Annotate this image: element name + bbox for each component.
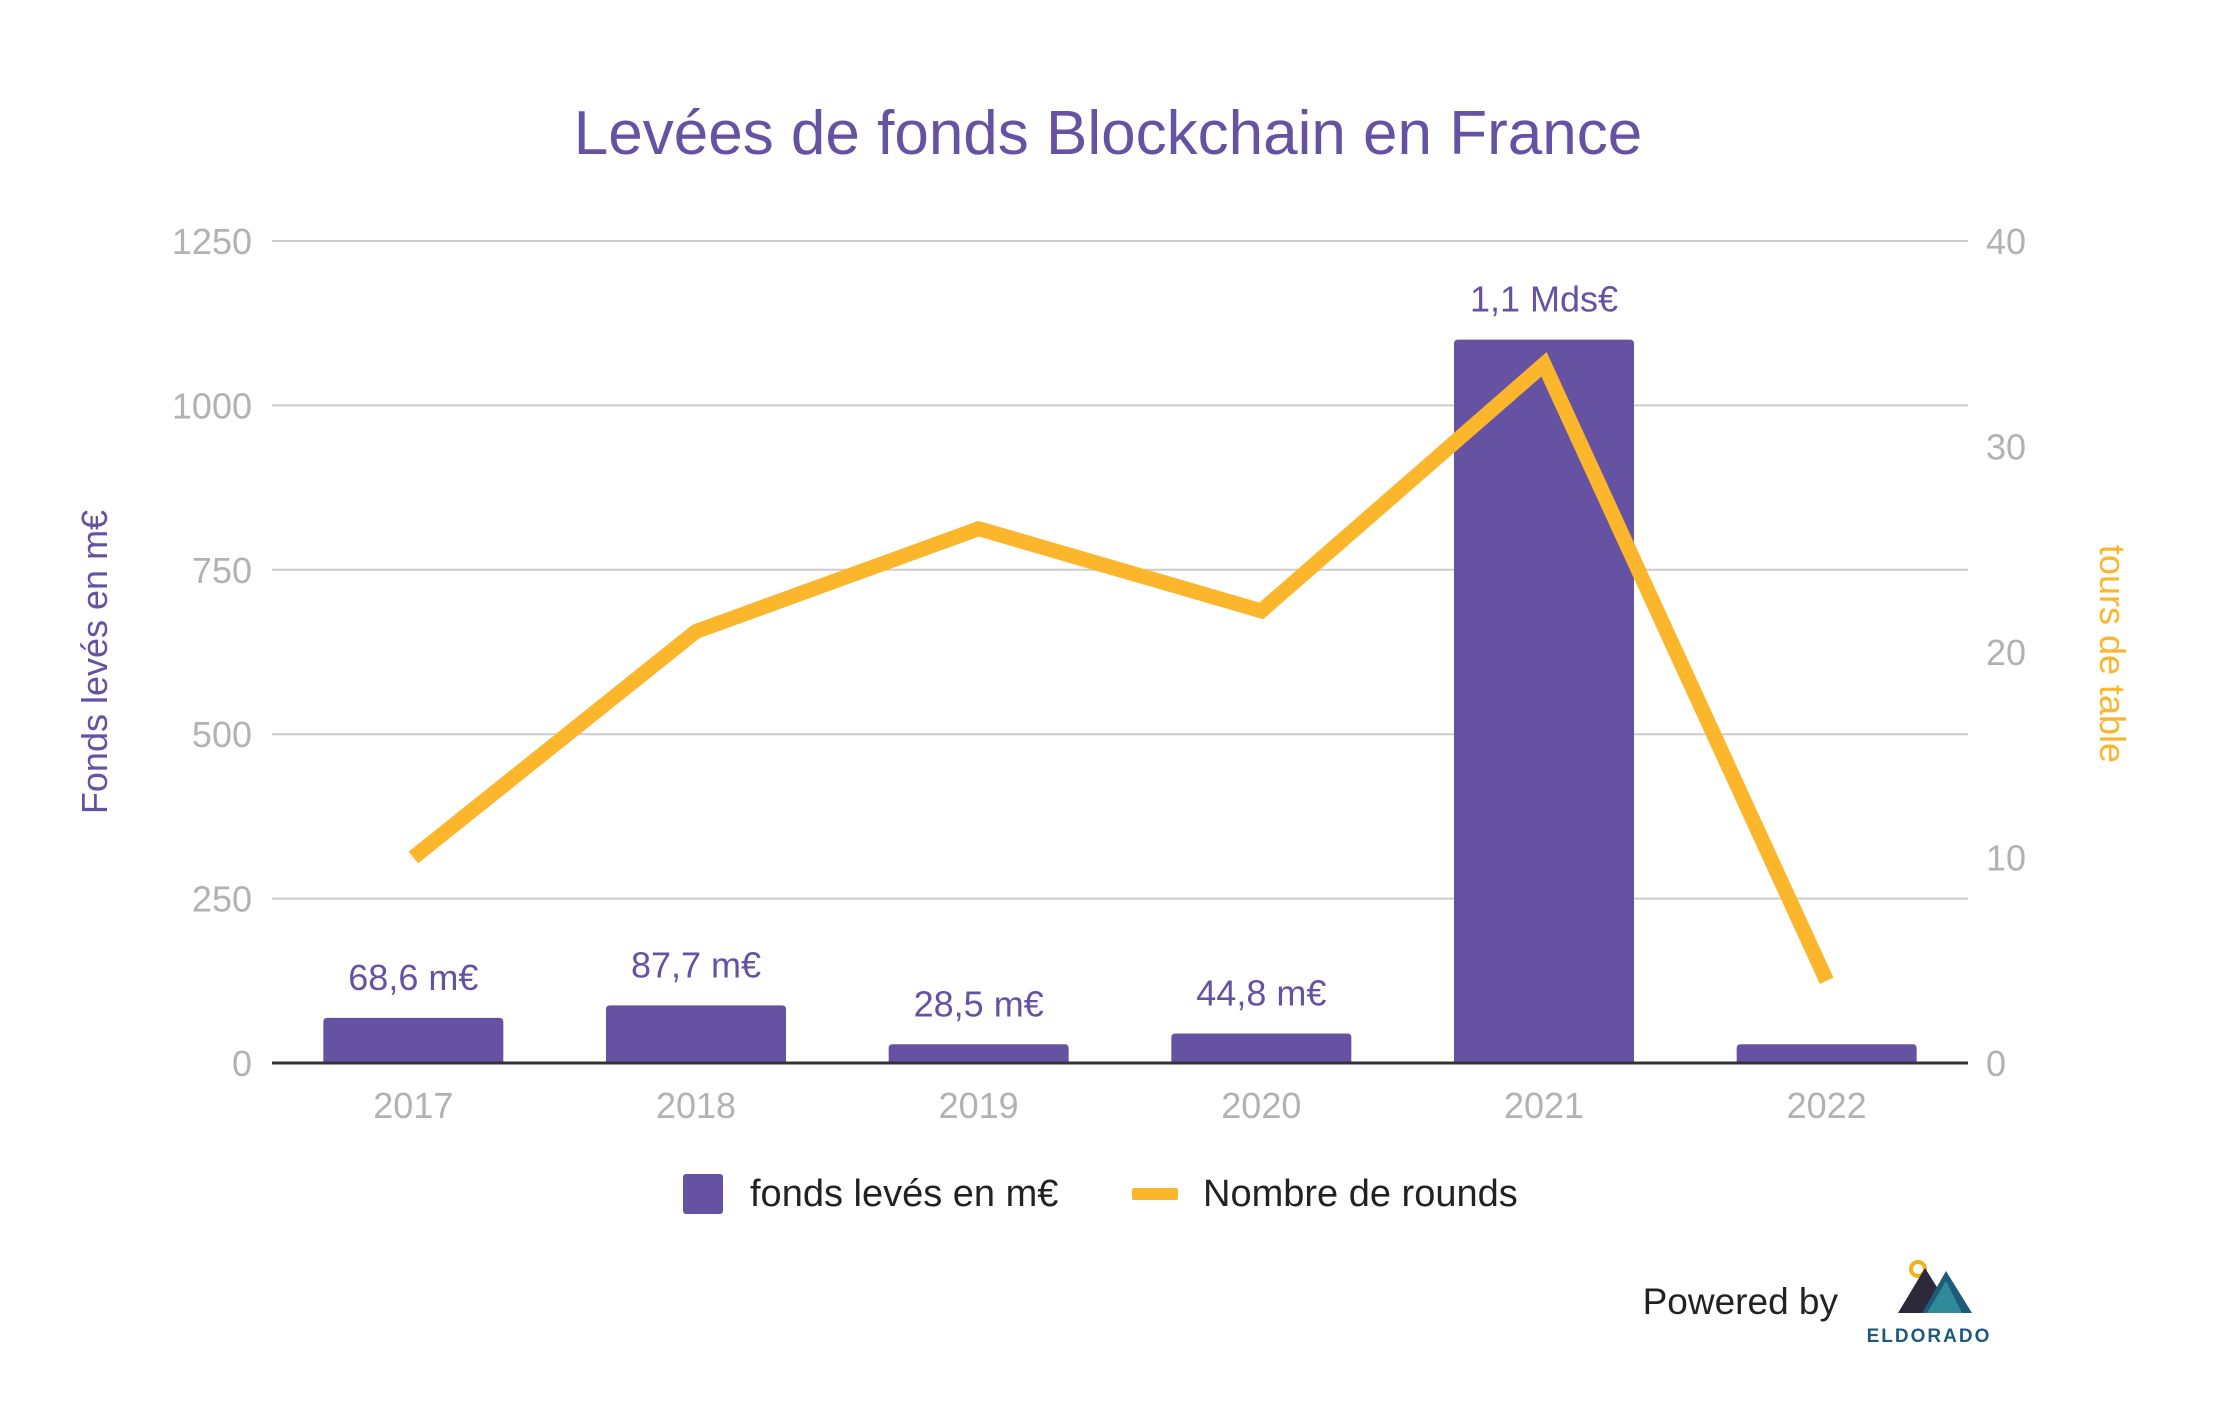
x-tick-label: 2018 bbox=[656, 1085, 736, 1126]
left-tick-label: 1250 bbox=[172, 221, 252, 262]
powered-by-text: Powered by bbox=[1643, 1281, 1839, 1322]
legend-swatch-bars bbox=[683, 1174, 723, 1214]
bar bbox=[1171, 1034, 1351, 1063]
left-tick-label: 750 bbox=[192, 550, 252, 591]
bar-data-label: 44,8 m€ bbox=[1196, 973, 1326, 1014]
legend-label-bars: fonds levés en m€ bbox=[750, 1173, 1058, 1215]
bar-data-label: 1,1 Mds€ bbox=[1470, 279, 1618, 320]
bar bbox=[1454, 340, 1634, 1063]
logo-text: ELDORADO bbox=[1867, 1326, 1992, 1347]
legend-swatch-line bbox=[1132, 1188, 1178, 1200]
left-axis-label: Fonds levés en m€ bbox=[74, 510, 115, 814]
chart-title: Levées de fonds Blockchain en France bbox=[574, 99, 1642, 168]
right-tick-label: 10 bbox=[1986, 838, 2026, 879]
right-tick-label: 20 bbox=[1986, 632, 2026, 673]
left-tick-label: 1000 bbox=[172, 385, 252, 426]
legend-label-line: Nombre de rounds bbox=[1203, 1173, 1518, 1215]
bar bbox=[323, 1018, 503, 1063]
x-tick-label: 2022 bbox=[1787, 1085, 1867, 1126]
bar-data-label: 68,6 m€ bbox=[348, 957, 478, 998]
right-tick-label: 40 bbox=[1986, 221, 2026, 262]
left-tick-label: 500 bbox=[192, 714, 252, 755]
left-tick-label: 250 bbox=[192, 879, 252, 920]
bar bbox=[889, 1044, 1069, 1063]
x-tick-label: 2019 bbox=[939, 1085, 1019, 1126]
x-tick-label: 2020 bbox=[1221, 1085, 1301, 1126]
right-tick-label: 30 bbox=[1986, 427, 2026, 468]
bar-data-label: 87,7 m€ bbox=[631, 944, 761, 985]
bar bbox=[606, 1005, 786, 1063]
x-tick-label: 2021 bbox=[1504, 1085, 1584, 1126]
x-tick-label: 2017 bbox=[373, 1085, 453, 1126]
left-tick-label: 0 bbox=[232, 1043, 252, 1084]
right-tick-label: 0 bbox=[1986, 1043, 2006, 1084]
right-axis-label: tours de table bbox=[2092, 545, 2133, 763]
bar bbox=[1737, 1044, 1917, 1063]
bar-data-label: 28,5 m€ bbox=[914, 983, 1044, 1024]
